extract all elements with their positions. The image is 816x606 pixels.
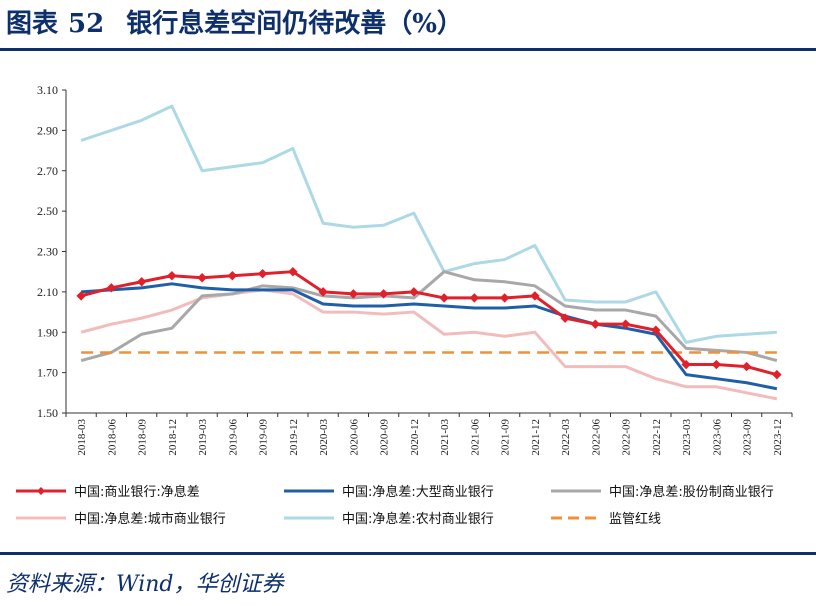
title-divider: [0, 48, 816, 51]
series-point-marker: [439, 293, 449, 303]
x-tick-label: 2021-06: [469, 419, 481, 456]
series-point-marker: [530, 291, 540, 301]
x-tick-label: 2022-06: [590, 419, 602, 456]
series-point-marker: [348, 289, 359, 299]
chart-title: 图表 52 银行息差空间仍待改善（%）: [6, 4, 463, 44]
series-point-marker: [772, 369, 782, 380]
x-tick-label: 2019-06: [227, 419, 239, 456]
x-tick-label: 2019-09: [258, 419, 270, 456]
series-point-marker: [76, 291, 86, 301]
y-tick-label: 2.30: [37, 245, 58, 259]
y-tick-label: 2.10: [37, 285, 58, 299]
series-point-marker: [106, 283, 117, 293]
series-point-marker: [560, 313, 570, 323]
x-tick-label: 2022-03: [560, 419, 572, 456]
y-tick-label: 1.90: [37, 325, 58, 339]
series-line-4: [80, 104, 777, 344]
series-point-marker: [409, 287, 419, 297]
series-point-marker: [318, 287, 328, 297]
figure-number: 52: [68, 9, 105, 39]
figure-title: 银行息差空间仍待改善（%）: [126, 9, 463, 39]
series-point-marker: [469, 293, 480, 303]
x-tick-label: 2021-09: [500, 419, 512, 456]
y-tick-label: 1.50: [37, 406, 58, 420]
x-tick-label: 2021-12: [530, 419, 542, 456]
legend-label-2: 中国:净息差:股份制商业银行: [609, 484, 774, 500]
series-point-marker: [227, 271, 238, 281]
x-tick-label: 2020-09: [379, 419, 391, 456]
line-chart: 1.50 1.70 1.90 2.10 2.30 2.50 2.70 2.90 3.10 2018…: [16, 83, 793, 527]
x-tick-label: 2020-12: [409, 419, 421, 456]
legend-label-1: 中国:净息差:大型商业银行: [342, 484, 494, 500]
legend-label-0: 中国:商业银行:净息差: [74, 484, 200, 500]
x-tick-label: 2021-03: [439, 419, 451, 456]
series-line-0: [80, 270, 778, 377]
series-point-marker: [741, 361, 752, 372]
series-point-marker: [499, 293, 510, 303]
x-tick-label: 2019-03: [197, 419, 209, 456]
legend-label-4: 中国:净息差:农村商业银行: [342, 511, 494, 527]
y-tick-label: 3.10: [37, 83, 58, 97]
x-tick-label: 2018-09: [137, 419, 149, 456]
series-point-marker: [620, 319, 631, 329]
y-tick-label: 2.50: [37, 204, 58, 218]
x-tick-label: 2023-06: [711, 419, 723, 456]
x-tick-label: 2020-06: [348, 419, 360, 456]
x-tick-label: 2023-12: [772, 419, 784, 456]
series-point-marker: [590, 319, 601, 329]
footer-divider: [0, 552, 816, 555]
series-point-marker: [197, 273, 207, 283]
x-tick-label: 2022-09: [621, 419, 633, 456]
x-tick-label: 2023-03: [681, 419, 693, 456]
source-note: 资料来源：Wind，华创证券: [6, 572, 284, 597]
series-line-2: [80, 270, 778, 362]
x-tick-label: 2023-09: [742, 419, 754, 456]
x-tick-label: 2018-06: [106, 419, 118, 456]
series-point-marker: [167, 271, 177, 281]
series-point-marker: [136, 277, 147, 287]
x-tick-label: 2019-12: [288, 419, 300, 456]
legend-label-5: 监管红线: [609, 511, 661, 527]
x-tick-label: 2022-12: [651, 419, 663, 456]
series-line-1: [81, 282, 778, 391]
series-point-marker: [288, 266, 298, 277]
y-tick-label: 2.90: [37, 123, 58, 137]
x-tick-label: 2018-12: [167, 419, 179, 456]
x-tick-label: 2018-03: [76, 419, 88, 456]
series-point-marker: [378, 289, 389, 299]
legend-label-3: 中国:净息差:城市商业银行: [74, 511, 226, 527]
series-point-marker: [651, 325, 661, 335]
x-tick-label: 2020-03: [318, 419, 330, 456]
legend-marker: [37, 487, 45, 495]
y-tick-label: 2.70: [37, 164, 58, 178]
y-tick-label: 1.70: [37, 366, 58, 380]
series-point-marker: [711, 359, 722, 370]
figure-label: 图表: [6, 9, 59, 39]
series-point-marker: [681, 359, 691, 370]
series-point-marker: [257, 268, 268, 279]
